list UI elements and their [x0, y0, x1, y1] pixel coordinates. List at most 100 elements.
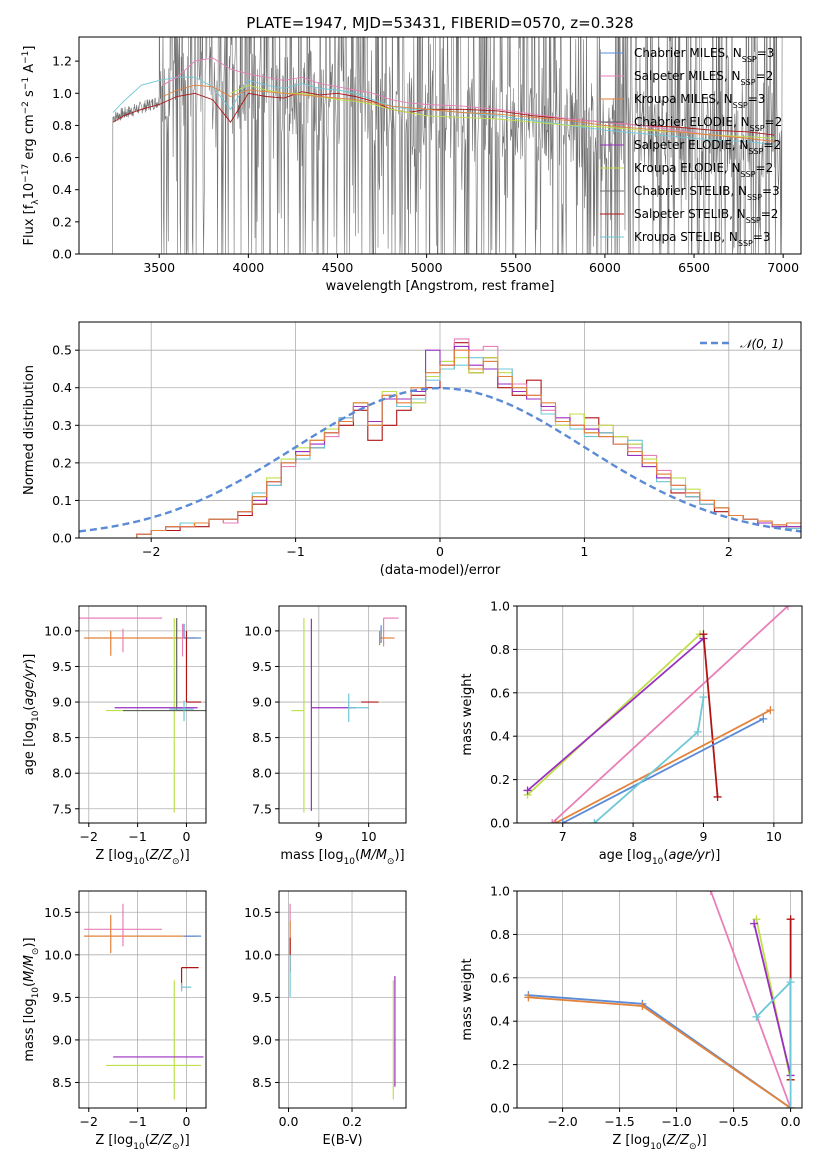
x-tick-label: 0 [182, 829, 190, 844]
y-tick-label: 1.0 [52, 86, 72, 101]
x-axis-label: mass [log10(M/M⊙)] [280, 848, 404, 867]
mass-weight-marker [548, 819, 557, 823]
error-cross [185, 630, 202, 703]
figure-title: PLATE=1947, MJD=53431, FIBERID=0570, z=0… [246, 14, 633, 32]
x-axis-label: Z [log10(Z/Z⊙)] [612, 1133, 706, 1152]
y-tick-label: 0.8 [490, 927, 510, 942]
x-tick-label: 3500 [143, 260, 175, 275]
axes-frame [278, 605, 407, 824]
y-tick-label: 7.5 [52, 801, 72, 816]
mass-weight-marker [590, 819, 599, 823]
model-spectrum-line [112, 76, 775, 146]
y-tick-label: 0.4 [52, 182, 72, 197]
legend-entry: Kroupa MILES, NSSP=3 [634, 92, 765, 110]
y-axis-label: Normed distribution [22, 365, 37, 495]
axes-frame [516, 605, 803, 824]
y-tick-label: 0.4 [490, 1014, 510, 1029]
y-tick-label: 0.0 [52, 531, 72, 546]
y-tick-label: 0.2 [490, 772, 510, 787]
x-tick-label: −1 [286, 544, 304, 559]
mass-weight-line [562, 718, 764, 823]
y-tick-label: 0.6 [490, 685, 510, 700]
x-tick-label: 7 [559, 829, 567, 844]
y-tick-label: 0.8 [52, 118, 72, 133]
y-tick-label: 0.2 [490, 1057, 510, 1072]
x-tick-label: −2.0 [547, 1114, 577, 1129]
mass-weight-marker [699, 693, 708, 702]
y-tick-label: 0.0 [52, 247, 72, 262]
y-tick-label: 0.1 [52, 493, 72, 508]
age-vs-mass-panel: 9 10 7.5 8.0 8.5 9.0 9.5 10.0 mass [log10(M/M⊙)] [244, 605, 407, 867]
x-tick-label: −1.5 [604, 1114, 634, 1129]
x-tick-label: 8 [629, 829, 637, 844]
observed-spectrum-line [111, 37, 783, 254]
mass-weight-vs-age-panel: 7 8 9 10 0.0 0.2 0.4 0.6 0.8 1.0 age [log10(age/yr… [460, 599, 803, 867]
axes-frame [78, 36, 802, 255]
y-tick-label: 10.5 [44, 905, 72, 920]
y-axis-label: Flux [fλ10−17 erg cm−2 s−1 A−1] [21, 46, 41, 246]
mass-weight-marker [713, 792, 722, 801]
mass-weight-marker [766, 706, 775, 715]
mass-weight-marker [786, 1104, 795, 1108]
y-tick-label: 0.3 [52, 418, 72, 433]
error-cross [122, 618, 206, 712]
x-axis-label: wavelength [Angstrom, rest frame] [326, 279, 555, 294]
y-tick-label: 9.0 [252, 695, 272, 710]
x-tick-label: 9 [315, 829, 323, 844]
y-tick-label: 8.0 [252, 766, 272, 781]
mass-weight-marker [524, 993, 533, 1002]
x-tick-label: 10 [766, 829, 782, 844]
y-tick-label: 10.0 [44, 623, 72, 638]
mass-weight-marker [752, 915, 761, 924]
mass-weight-marker [759, 714, 768, 723]
mass-weight-marker [750, 919, 759, 928]
x-tick-label: 9 [700, 829, 708, 844]
x-tick-label: −1 [128, 829, 146, 844]
y-tick-label: 0.2 [52, 214, 72, 229]
mass-weight-marker [699, 630, 708, 639]
y-tick-label: 9.0 [252, 1032, 272, 1047]
mass-weight-line [555, 709, 771, 823]
model-spectrum-line [162, 57, 775, 142]
x-tick-label: 0.0 [781, 1114, 801, 1129]
y-tick-label: 10.0 [244, 947, 272, 962]
x-axis-label: (data-model)/error [380, 563, 501, 578]
y-tick-label: 9.5 [52, 990, 72, 1005]
y-tick-label: 0.0 [490, 816, 510, 831]
axes-frame [516, 890, 803, 1109]
y-tick-label: 9.0 [52, 695, 72, 710]
x-axis-label: age [log10(age/yr)] [599, 848, 721, 867]
mass-weight-line [528, 996, 792, 1108]
y-tick-label: 0.8 [490, 642, 510, 657]
y-tick-label: 8.5 [252, 1075, 272, 1090]
error-cross [180, 966, 199, 989]
mass-weight-line [528, 994, 792, 1108]
age-vs-metallicity-panel: −2 −1 0 7.5 8.0 8.5 9.0 9.5 10.0 Z [log10(Z/Z⊙)] a… [22, 605, 207, 867]
mass-weight-marker [523, 786, 532, 795]
mass-weight-line [526, 633, 701, 796]
axes-frame [278, 890, 407, 1109]
spectrum-legend: Chabrier MILES, NSSP=3 Salpeter MILES, NS… [600, 46, 782, 248]
plot-area [79, 617, 206, 813]
y-tick-label: 8.5 [52, 730, 72, 745]
x-tick-label: 2 [725, 544, 733, 559]
spectrum-panel: 3500 4000 4500 5000 5500 6000 6500 7000 0.0 0.2 0.… [21, 36, 802, 294]
mass-weight-marker [693, 727, 702, 736]
normal-distribution-curve [79, 386, 801, 533]
error-cross [310, 618, 357, 811]
y-tick-label: 10.0 [244, 623, 272, 638]
error-cross [105, 618, 199, 813]
y-tick-label: 0.5 [52, 343, 72, 358]
y-tick-label: 0.6 [490, 970, 510, 985]
x-tick-label: 0.0 [279, 1114, 299, 1129]
error-cross [180, 982, 192, 992]
mass-weight-marker [638, 1002, 647, 1011]
x-tick-label: 0 [182, 1114, 190, 1129]
legend-entry: 𝒩(0, 1) [740, 337, 784, 351]
y-tick-label: 0.4 [52, 380, 72, 395]
residual-histogram-panel: −2 −1 0 1 2 0.0 0.1 0.2 0.3 0.4 0.5 (data-model)/er… [22, 321, 802, 578]
y-tick-label: 7.5 [252, 801, 272, 816]
y-tick-label: 0.0 [490, 1101, 510, 1116]
legend-entry: Salpeter MILES, NSSP=2 [634, 69, 773, 87]
x-tick-label: −2 [80, 1114, 98, 1129]
